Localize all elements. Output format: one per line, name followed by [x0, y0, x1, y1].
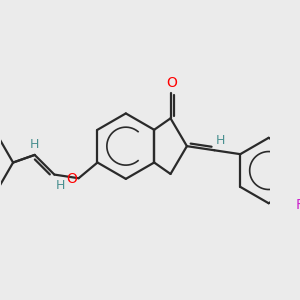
Text: H: H — [216, 134, 225, 147]
Text: H: H — [30, 138, 39, 151]
Text: O: O — [66, 172, 77, 186]
Text: H: H — [56, 179, 65, 192]
Text: O: O — [166, 76, 177, 91]
Text: F: F — [295, 198, 300, 212]
